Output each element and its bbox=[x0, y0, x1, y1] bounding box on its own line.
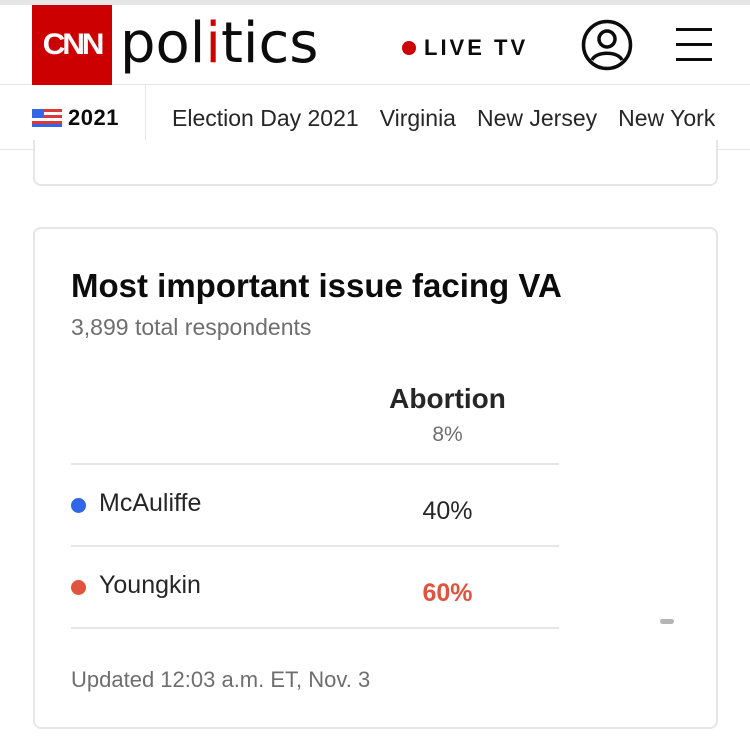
hamburger-menu-icon[interactable] bbox=[676, 28, 712, 62]
updated-timestamp: Updated 12:03 a.m. ET, Nov. 3 bbox=[71, 667, 371, 692]
scroll-indicator[interactable] bbox=[660, 619, 674, 624]
us-flag-icon bbox=[32, 109, 62, 127]
previous-card bbox=[33, 140, 718, 186]
candidate-value-winner: 60% bbox=[422, 579, 473, 607]
top-divider bbox=[0, 0, 750, 5]
table-row: McAuliffe 40% bbox=[71, 465, 559, 545]
subnav-link-new-york[interactable]: New York bbox=[618, 104, 716, 131]
subnav-link-new-jersey[interactable]: New Jersey bbox=[476, 104, 598, 131]
issue-column-header: Abortion 8% bbox=[355, 383, 540, 447]
account-icon[interactable] bbox=[581, 19, 633, 71]
table-divider bbox=[71, 463, 559, 465]
cnn-logo-text: CNN bbox=[42, 28, 105, 61]
candidate-value: 40% bbox=[422, 497, 473, 525]
table-divider bbox=[71, 627, 559, 629]
cnn-logo[interactable]: CNN bbox=[32, 5, 112, 85]
issue-label: Abortion bbox=[389, 383, 506, 414]
issue-share: 8% bbox=[432, 423, 463, 446]
candidate-name: McAuliffe bbox=[99, 489, 202, 517]
live-tv-label: LIVE TV bbox=[424, 35, 529, 60]
section-title[interactable]: politics bbox=[120, 11, 319, 76]
subnav-links: Election Day 2021 Virginia New Jersey Ne… bbox=[172, 86, 736, 150]
respondents-count: 3,899 total respondents bbox=[71, 314, 312, 340]
election-subnav: 2021 Election Day 2021 Virginia New Jers… bbox=[0, 86, 750, 150]
subnav-link-virginia[interactable]: Virginia bbox=[379, 104, 456, 131]
year-tag[interactable]: 2021 bbox=[0, 86, 146, 150]
exit-poll-card: Most important issue facing VA 3,899 tot… bbox=[33, 227, 718, 729]
table-divider bbox=[71, 545, 559, 547]
year-label: 2021 bbox=[68, 105, 119, 130]
candidate-dot-red bbox=[71, 580, 86, 595]
live-tv-link[interactable]: LIVE TV bbox=[402, 35, 528, 61]
site-header: CNN politics LIVE TV bbox=[0, 5, 750, 85]
candidate-name: Youngkin bbox=[99, 571, 201, 599]
card-title: Most important issue facing VA bbox=[71, 267, 562, 304]
table-row: Youngkin 60% bbox=[71, 547, 559, 627]
subnav-link-election-day[interactable]: Election Day 2021 bbox=[172, 104, 359, 131]
candidate-dot-blue bbox=[71, 498, 86, 513]
live-dot-icon bbox=[402, 41, 416, 55]
